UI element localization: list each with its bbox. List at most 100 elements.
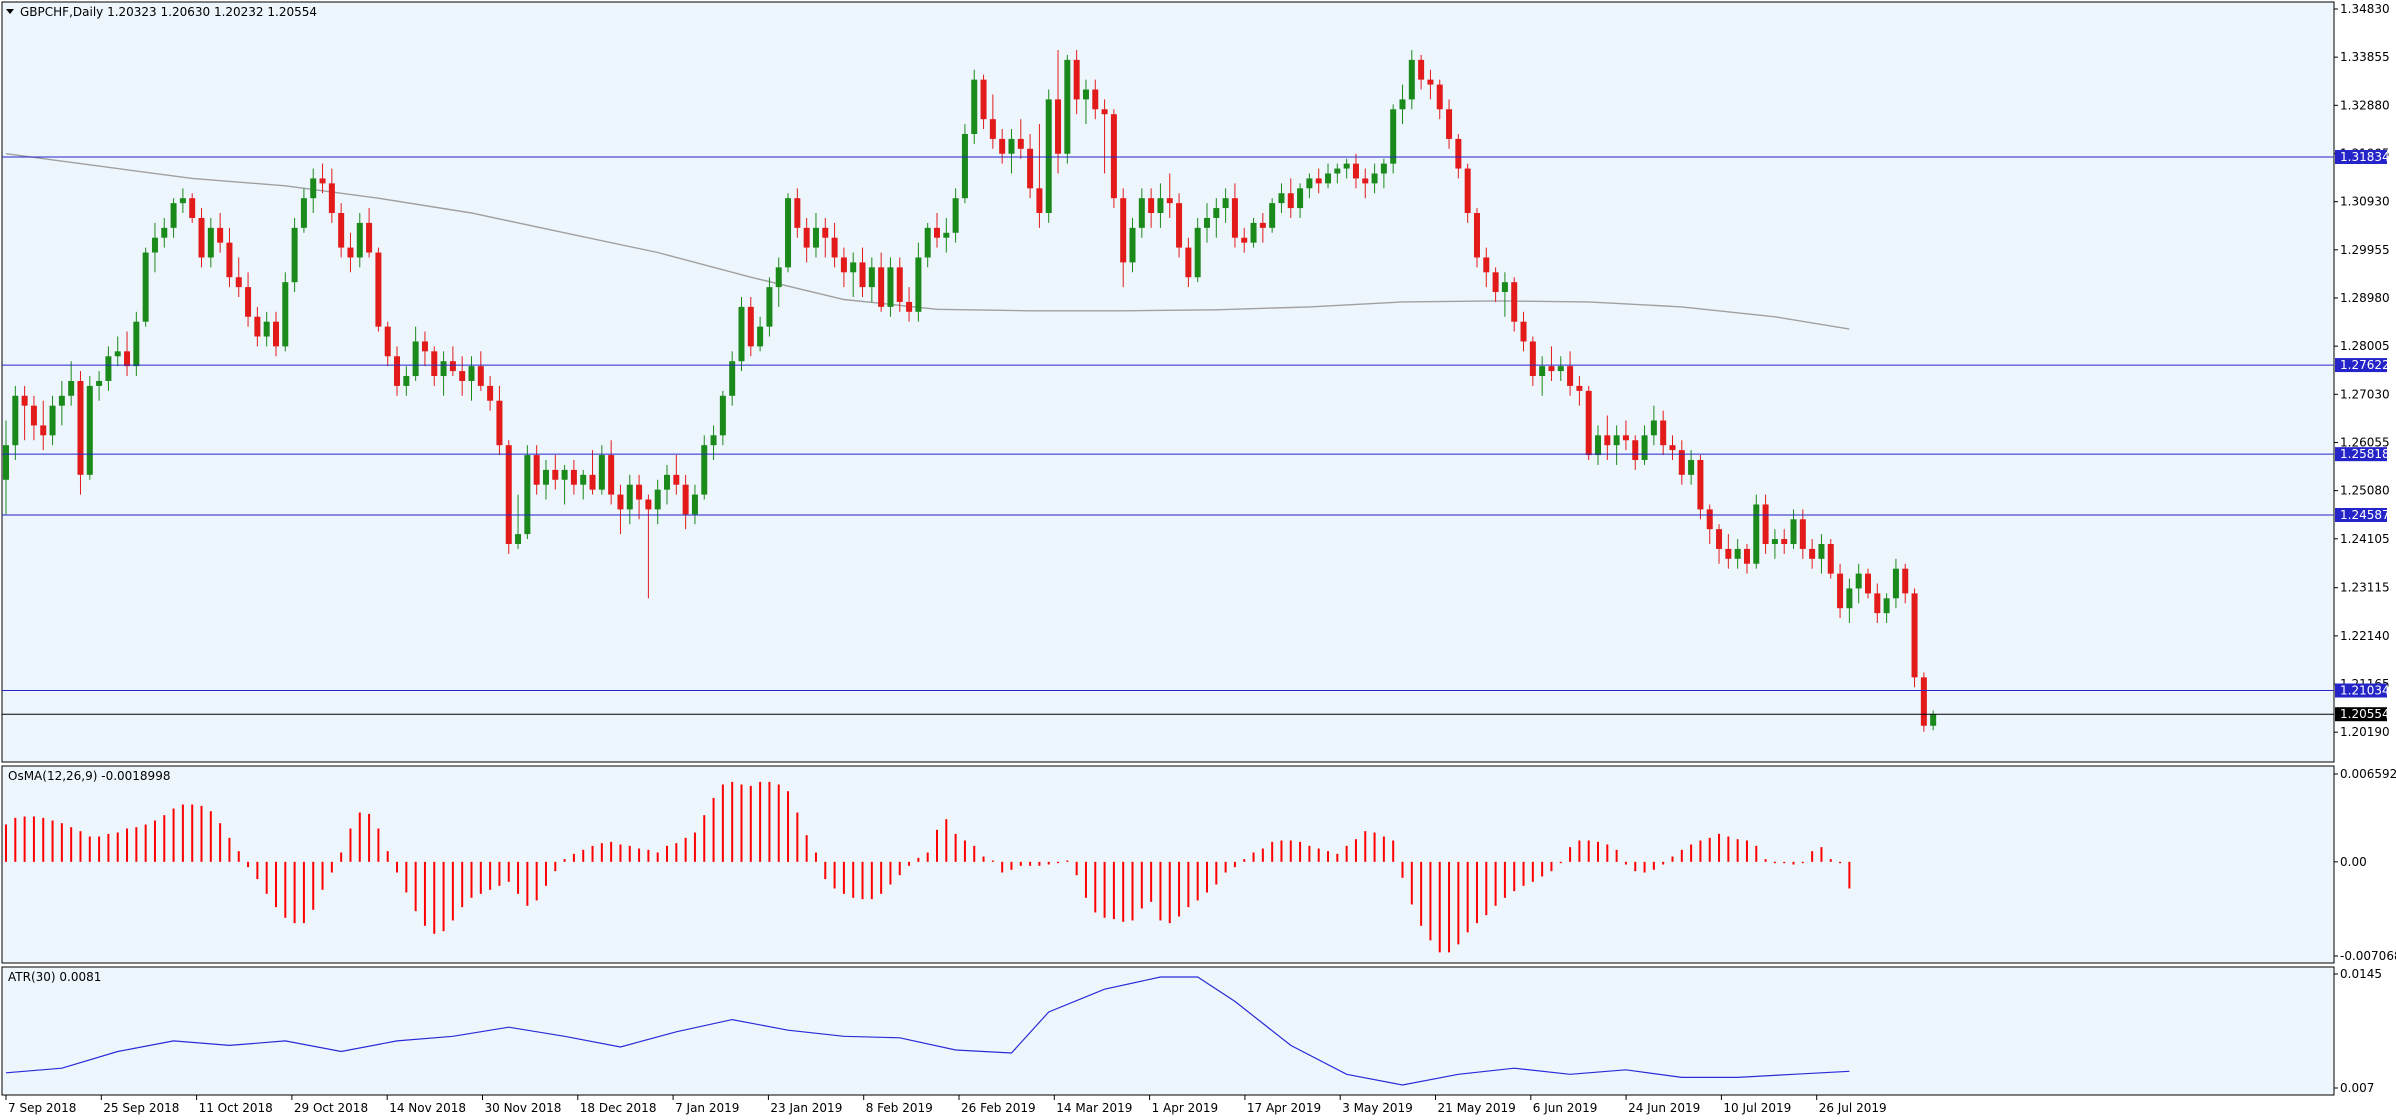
atr-panel[interactable] — [1, 966, 2335, 1096]
level-tag-label: 1.31834 — [2340, 150, 2390, 164]
candle-body — [49, 405, 56, 436]
price-tick-label: 1.29955 — [2340, 243, 2390, 257]
level-tag-label: 1.24587 — [2340, 508, 2390, 522]
candle-body — [505, 445, 512, 544]
candle-body — [1501, 282, 1508, 293]
price-panel[interactable] — [1, 1, 2335, 763]
candle-body — [1483, 257, 1490, 273]
candle-body — [664, 474, 671, 490]
candle-body — [710, 435, 717, 446]
candle-body — [431, 351, 438, 377]
candle-body — [794, 198, 801, 228]
candle-body — [831, 237, 838, 258]
candle-body — [86, 385, 93, 475]
candle-body — [915, 257, 922, 312]
candle-body — [1464, 168, 1471, 214]
candle-body — [96, 380, 103, 386]
time-tick-label: 7 Jan 2019 — [675, 1101, 739, 1115]
candle-body — [840, 257, 847, 273]
candle-body — [487, 385, 494, 401]
candle-body — [1595, 435, 1602, 456]
candle-body — [114, 351, 121, 357]
candle-body — [384, 326, 391, 357]
time-tick-label: 3 May 2019 — [1342, 1101, 1413, 1115]
candle-body — [198, 217, 205, 258]
candle-body — [1753, 504, 1760, 564]
candle-body — [12, 395, 19, 446]
time-tick-label: 29 Oct 2018 — [294, 1101, 368, 1115]
candle-body — [496, 400, 503, 446]
atr-tick-label: 0.007 — [2340, 1081, 2374, 1095]
candle-body — [291, 227, 298, 283]
candle-body — [1110, 114, 1117, 199]
candle-body — [1669, 445, 1676, 451]
candle-body — [151, 237, 158, 253]
candle-body — [1585, 390, 1592, 456]
candle-body — [524, 455, 531, 535]
candle-body — [533, 455, 540, 485]
candle-body — [1436, 84, 1443, 110]
candle-body — [999, 138, 1006, 154]
candle-body — [1427, 79, 1434, 85]
candle-body — [989, 119, 996, 139]
price-tick-label: 1.32880 — [2340, 98, 2390, 112]
candle-body — [421, 341, 428, 352]
osma-histogram-layer: 0.0065927 0.00 -0.0070688 — [5, 767, 2396, 963]
candle-body — [971, 79, 978, 134]
candle-body — [1241, 237, 1248, 243]
candle-body — [1073, 59, 1080, 100]
candle-body — [747, 306, 754, 347]
candle-body — [1185, 247, 1192, 278]
candle-body — [887, 267, 894, 307]
candle-body — [608, 455, 615, 495]
time-tick-label: 7 Sep 2018 — [8, 1101, 76, 1115]
candle-body — [850, 262, 857, 273]
candle-body — [1380, 163, 1387, 174]
symbol-header: GBPCHF,Daily 1.20323 1.20630 1.20232 1.2… — [20, 5, 317, 19]
candle-body — [580, 474, 587, 485]
moving-average-line — [5, 153, 1850, 330]
candle-body — [170, 203, 177, 228]
candle-body — [738, 306, 745, 362]
candle-body — [1604, 435, 1611, 446]
candle-body — [542, 469, 549, 485]
candle-body — [282, 282, 289, 347]
candle-body — [1138, 198, 1145, 228]
atr-line-layer: 0.0145 0.007 — [5, 967, 2382, 1095]
candle-body — [570, 469, 577, 485]
time-tick-label: 14 Nov 2018 — [389, 1101, 466, 1115]
candle-body — [1194, 227, 1201, 278]
time-tick-label: 6 Jun 2019 — [1533, 1101, 1598, 1115]
candle-body — [1148, 198, 1155, 214]
candle-body — [1213, 208, 1220, 218]
candle-body — [682, 484, 689, 515]
candles-layer — [3, 50, 1937, 732]
candle-body — [757, 326, 764, 347]
osma-panel[interactable] — [1, 765, 2335, 964]
candle-body — [1129, 227, 1136, 263]
price-tick-label: 1.23115 — [2340, 581, 2390, 595]
candle-body — [1176, 203, 1183, 248]
price-tick-label: 1.24105 — [2340, 532, 2390, 546]
candle-body — [1902, 568, 1909, 594]
dropdown-triangle-icon[interactable] — [6, 9, 14, 14]
candle-body — [1008, 138, 1015, 154]
price-tick-label: 1.28980 — [2340, 291, 2390, 305]
candle-body — [1017, 138, 1024, 149]
candle-body — [515, 534, 522, 544]
candle-body — [645, 499, 652, 510]
time-tick-label: 11 Oct 2018 — [199, 1101, 273, 1115]
time-tick-label: 21 May 2019 — [1438, 1101, 1516, 1115]
time-tick-label: 18 Dec 2018 — [580, 1101, 657, 1115]
candle-body — [1120, 198, 1127, 263]
time-tick-label: 26 Feb 2019 — [961, 1101, 1036, 1115]
candle-body — [1390, 109, 1397, 164]
price-tick-label: 1.25080 — [2340, 484, 2390, 498]
candle-body — [1064, 59, 1071, 154]
candle-body — [1920, 677, 1927, 726]
candle-body — [1297, 188, 1304, 209]
price-tick-label: 1.34830 — [2340, 2, 2390, 16]
candle-body — [1399, 99, 1406, 110]
candle-body — [1725, 548, 1732, 559]
